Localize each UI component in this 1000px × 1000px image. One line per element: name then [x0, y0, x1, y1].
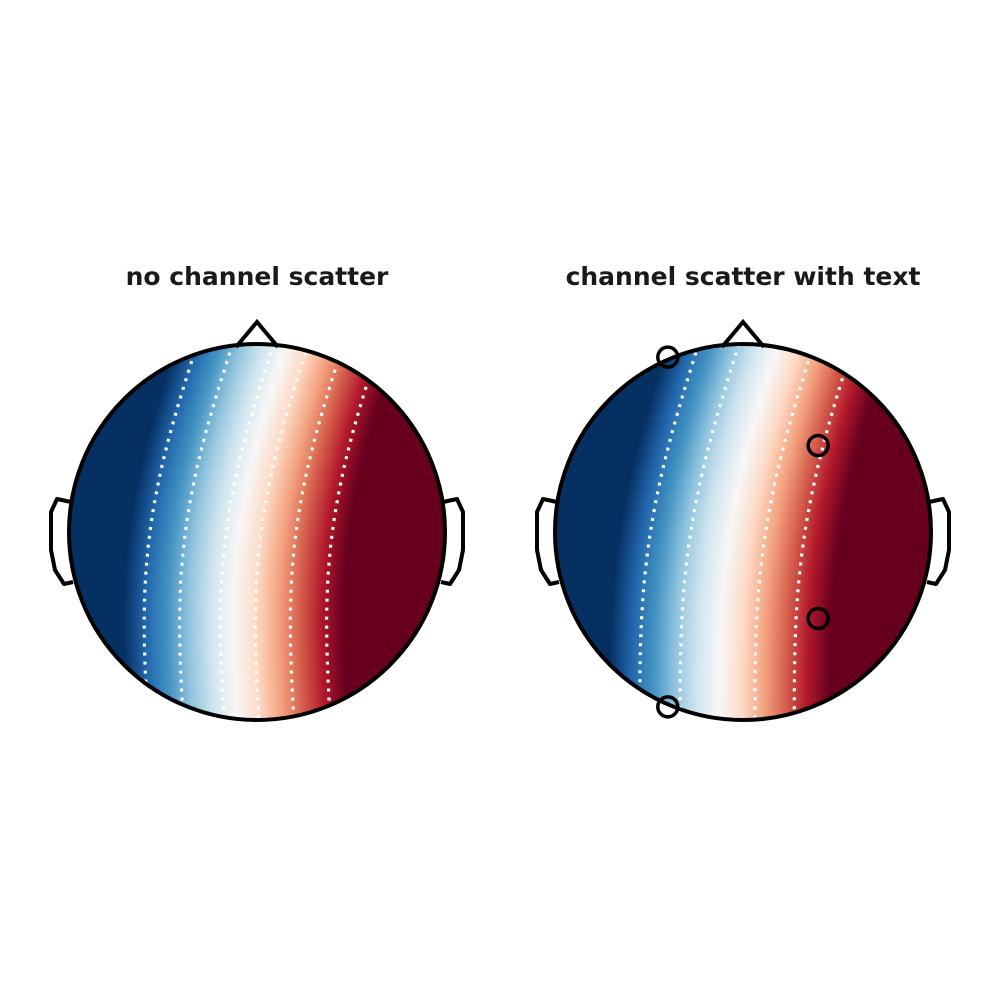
channel-marker	[806, 606, 830, 631]
channel-marker	[806, 433, 830, 458]
channel-marker	[656, 345, 680, 369]
head-outline	[553, 342, 933, 722]
contour-line	[142, 344, 199, 720]
panel-title-right: channel scatter with text	[565, 262, 921, 291]
contour-line	[218, 344, 276, 720]
nose	[234, 318, 280, 349]
topomap-field-0	[69, 344, 445, 720]
left-ear	[49, 497, 74, 586]
right-ear	[926, 497, 951, 586]
nose	[720, 318, 766, 349]
topomap-right	[535, 318, 951, 722]
contour-line	[177, 344, 235, 720]
head-outline	[67, 342, 447, 722]
panel-title-left: no channel scatter	[125, 262, 389, 291]
left-ear	[535, 497, 560, 586]
contour-line	[288, 344, 345, 720]
topomap-left	[49, 318, 465, 722]
channel-marker	[656, 695, 680, 719]
contour-line	[678, 344, 741, 720]
field-slice	[609, 709, 830, 720]
contour-line	[792, 344, 855, 720]
contour-line	[753, 344, 816, 720]
right-ear	[440, 497, 465, 586]
contour-line	[324, 344, 382, 720]
contour-line	[253, 344, 310, 720]
contour-line	[638, 344, 701, 720]
topomap-field-1	[555, 344, 931, 720]
field-slice	[126, 709, 347, 720]
